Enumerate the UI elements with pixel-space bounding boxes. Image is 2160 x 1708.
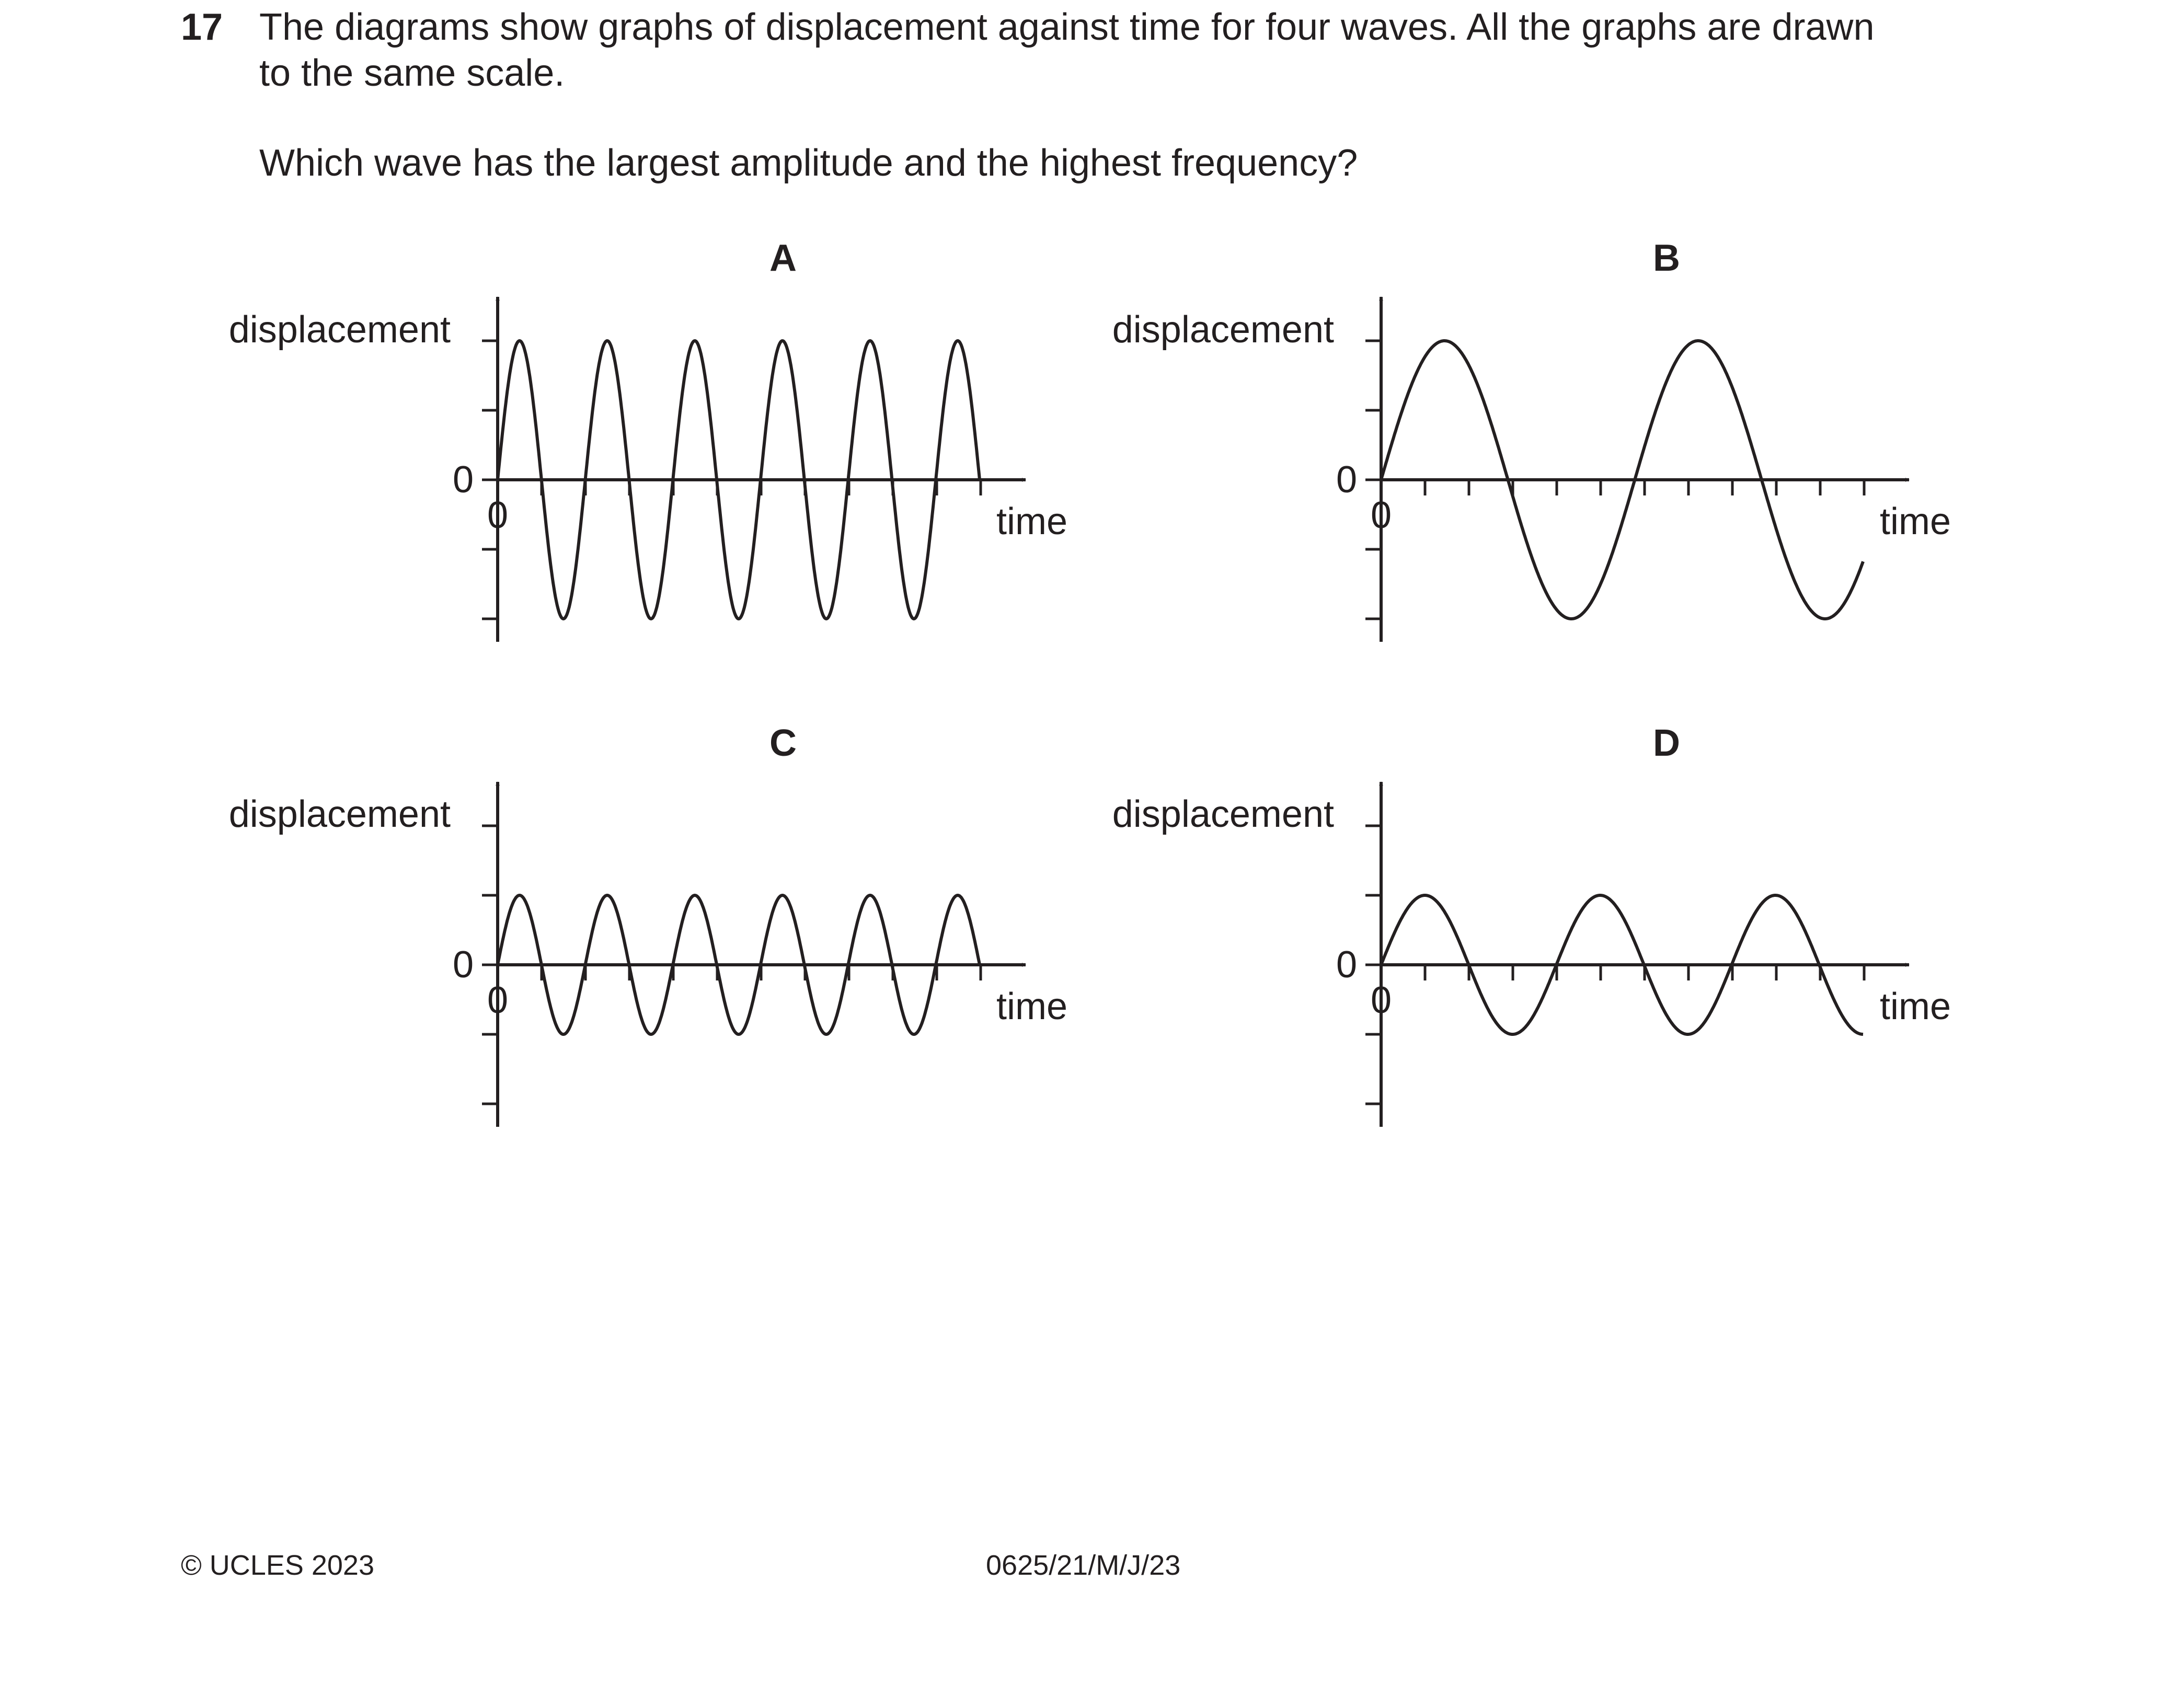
graph-a-xlabel: time bbox=[996, 501, 1067, 543]
graph-a-letter: A bbox=[769, 237, 797, 279]
graph-c-ylabel: displacement bbox=[229, 793, 451, 835]
question-text-line-2: to the same scale. bbox=[259, 52, 565, 94]
footer-paper-code: 0625/21/M/J/23 bbox=[986, 1550, 1181, 1581]
question-number: 17 bbox=[181, 6, 223, 48]
graph-b-wave bbox=[1380, 339, 1865, 620]
graph-d-origin-y: 0 bbox=[1336, 944, 1357, 986]
graph-c: displacement 0 0 time bbox=[229, 781, 1067, 1127]
graph-a: displacement 0 0 time bbox=[229, 296, 1067, 642]
graph-d-letter: D bbox=[1653, 722, 1680, 764]
graph-b-xlabel: time bbox=[1880, 501, 1951, 543]
graph-b-ylabel: displacement bbox=[1112, 309, 1334, 351]
graph-a-ylabel: displacement bbox=[229, 309, 451, 351]
graph-d-xlabel: time bbox=[1880, 986, 1951, 1028]
graph-b: displacement 0 0 time bbox=[1112, 296, 1951, 642]
footer-copyright: © UCLES 2023 bbox=[181, 1550, 374, 1581]
graph-a-wave bbox=[496, 339, 981, 621]
graph-b-origin-y: 0 bbox=[1336, 459, 1357, 501]
graph-d-ticks bbox=[1365, 824, 1866, 1105]
graph-d-wave bbox=[1380, 894, 1864, 1036]
graph-b-letter: B bbox=[1653, 237, 1680, 279]
graph-c-xlabel: time bbox=[996, 986, 1067, 1028]
question-text: The diagrams show graphs of displacement… bbox=[259, 4, 2037, 96]
graph-d: displacement 0 0 time bbox=[1112, 781, 1951, 1127]
graph-c-letter: C bbox=[769, 722, 797, 764]
graph-b-ticks bbox=[1365, 339, 1866, 620]
graph-d-ylabel: displacement bbox=[1112, 793, 1334, 835]
graph-c-origin-y: 0 bbox=[453, 944, 474, 986]
graph-a-origin-y: 0 bbox=[453, 459, 474, 501]
question-prompt: Which wave has the largest amplitude and… bbox=[259, 142, 1358, 184]
question-text-line-1: The diagrams show graphs of displacement… bbox=[259, 6, 1875, 48]
graph-c-wave bbox=[496, 893, 981, 1036]
